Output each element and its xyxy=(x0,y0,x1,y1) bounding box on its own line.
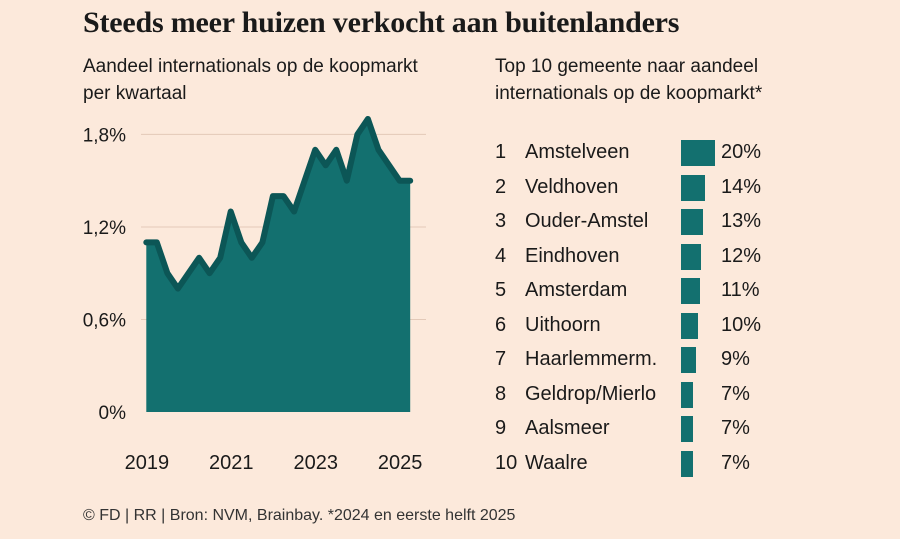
share-value: 7% xyxy=(721,451,750,474)
municipality-name: Uithoorn xyxy=(525,313,601,336)
share-bar xyxy=(681,140,715,166)
municipality-name: Haarlemmerm. xyxy=(525,348,658,370)
area-chart-subtitle: Aandeel internationals op de koopmarkt p… xyxy=(83,56,418,104)
share-value: 13% xyxy=(721,210,762,232)
share-value: 14% xyxy=(721,175,762,198)
rank-number: 2 xyxy=(495,175,507,198)
chart-title: Steeds meer huizen verkocht aan buitenla… xyxy=(83,6,680,39)
share-bar xyxy=(681,347,697,373)
municipality-name: Aalsmeer xyxy=(525,417,610,439)
source-footer: © FD | RR | Bron: NVM, Brainbay. *2024 e… xyxy=(83,507,516,524)
rank-number: 3 xyxy=(495,210,507,232)
share-bar xyxy=(681,278,700,304)
ranking-row: 1 Amstelveen 20% xyxy=(495,137,895,171)
rank-number: 4 xyxy=(495,244,507,267)
x-tick-label: 2023 xyxy=(293,452,338,474)
municipality-name: Amstelveen xyxy=(525,141,630,163)
x-tick-label: 2025 xyxy=(378,452,423,474)
ranking-row: 7 Haarlemmerm. 9% xyxy=(495,344,895,378)
share-value: 10% xyxy=(721,313,762,336)
y-tick-label: 0% xyxy=(99,403,127,424)
share-value: 7% xyxy=(721,382,750,405)
rank-number: 9 xyxy=(495,417,507,439)
ranking-row: 2 Veldhoven 14% xyxy=(495,172,895,206)
y-tick-label: 0,6% xyxy=(83,310,126,331)
municipality-name: Amsterdam xyxy=(525,279,628,301)
rank-number: 7 xyxy=(495,348,507,370)
ranking-row: 6 Uithoorn 10% xyxy=(495,310,895,344)
x-axis: 2019 2021 2023 2025 xyxy=(125,452,423,474)
share-value: 12% xyxy=(721,244,762,267)
share-value: 20% xyxy=(721,141,762,163)
rank-number: 10 xyxy=(495,451,518,474)
ranking-row: 3 Ouder-Amstel 13% xyxy=(495,206,895,240)
y-axis: 0% 0,6% 1,2% 1,8% xyxy=(83,125,126,424)
share-bar xyxy=(681,209,704,235)
rank-number: 1 xyxy=(495,141,507,163)
share-bar xyxy=(681,174,705,201)
rank-number: 8 xyxy=(495,382,507,405)
share-value: 11% xyxy=(721,279,760,301)
ranking-subtitle: Top 10 gemeente naar aandeel internation… xyxy=(495,56,763,104)
ranking-row: 8 Geldrop/Mierlo 7% xyxy=(495,379,895,413)
share-value: 7% xyxy=(721,417,750,439)
y-tick-label: 1,2% xyxy=(83,218,126,239)
municipality-name: Ouder-Amstel xyxy=(525,210,649,232)
area-line xyxy=(143,116,414,292)
share-bar xyxy=(681,312,698,339)
municipality-name: Veldhoven xyxy=(525,175,619,198)
ranking-row: 5 Amsterdam 11% xyxy=(495,275,895,309)
share-bar xyxy=(681,381,693,408)
share-bar xyxy=(681,416,693,442)
share-value: 9% xyxy=(721,348,750,370)
municipality-name: Eindhoven xyxy=(525,244,620,267)
municipality-name: Waalre xyxy=(525,451,588,474)
ranking-row: 9 Aalsmeer 7% xyxy=(495,413,895,447)
area-fill xyxy=(146,119,411,412)
x-tick-label: 2021 xyxy=(209,452,254,474)
ranking-row: 10 Waalre 7% xyxy=(495,448,895,482)
rank-number: 5 xyxy=(495,279,507,301)
municipality-name: Geldrop/Mierlo xyxy=(525,382,657,405)
y-tick-label: 1,8% xyxy=(83,125,126,146)
share-bar xyxy=(681,243,702,270)
x-tick-label: 2019 xyxy=(125,452,170,474)
ranking-row: 4 Eindhoven 12% xyxy=(495,241,895,275)
rank-number: 6 xyxy=(495,313,507,336)
share-bar xyxy=(681,450,693,477)
